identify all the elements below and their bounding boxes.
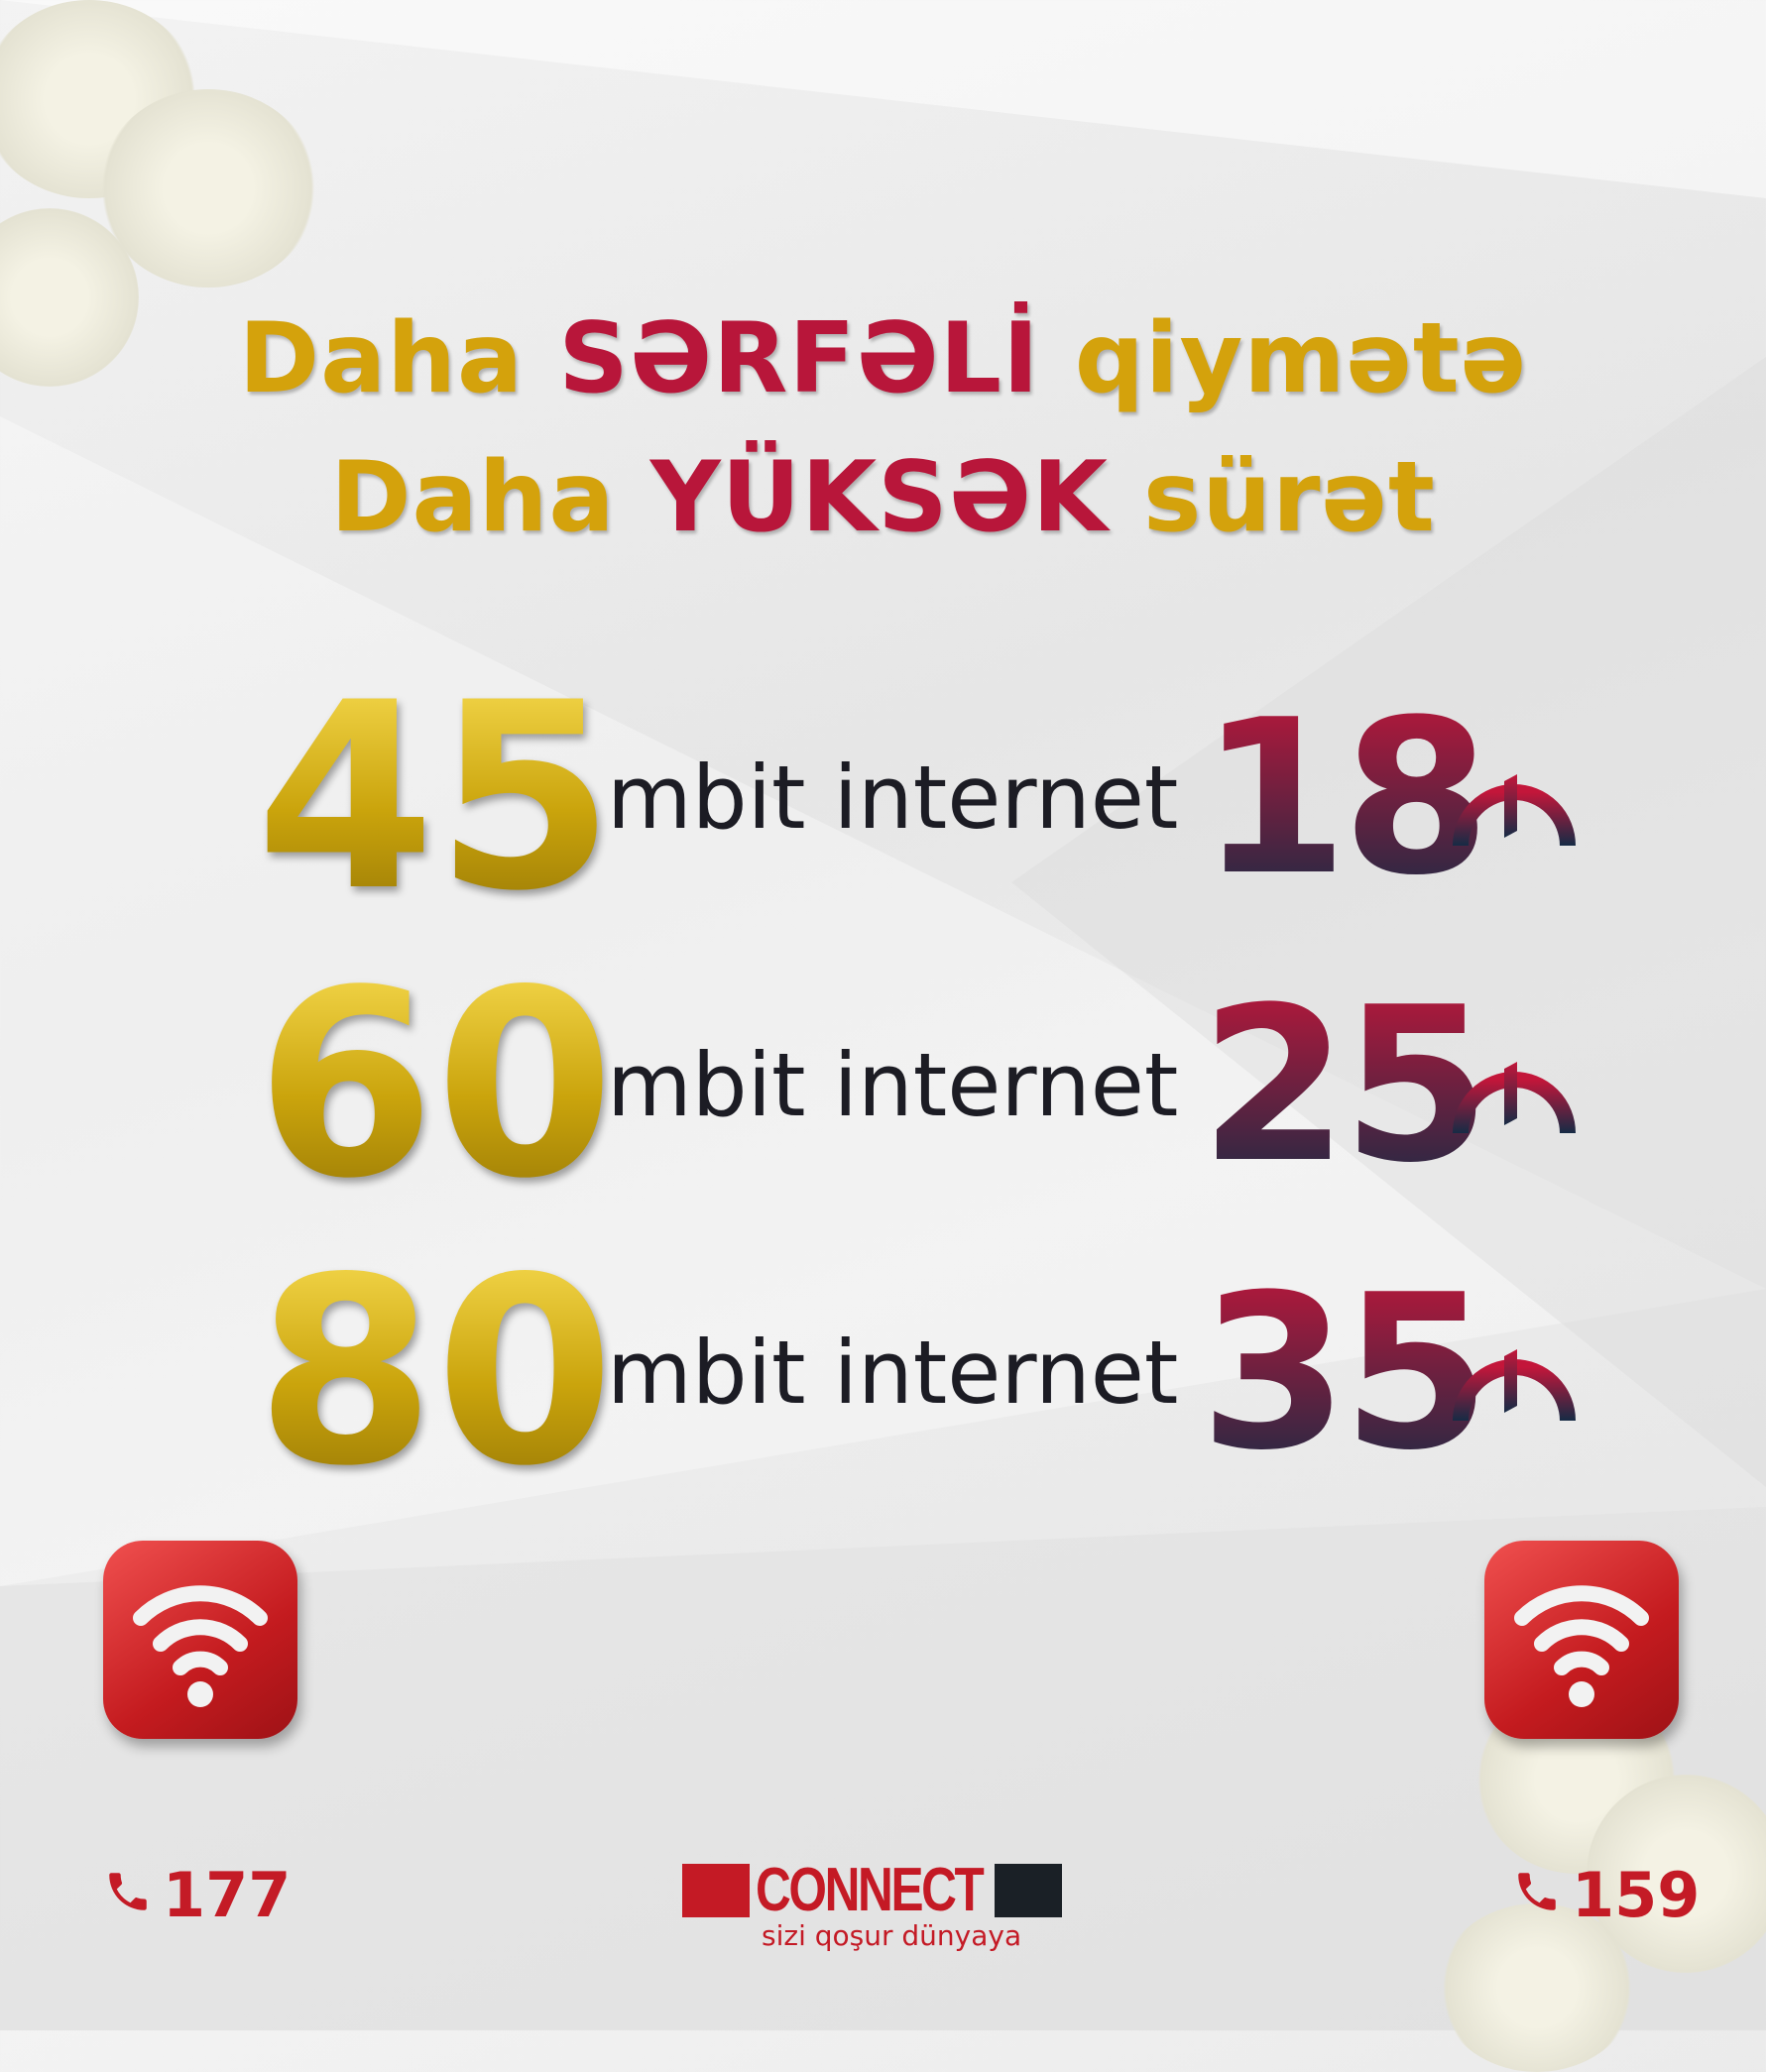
- headline-line-2: Daha YÜKSƏK sürət: [330, 441, 1436, 554]
- manat-icon: [1453, 1044, 1577, 1147]
- plan-price: 35: [1200, 1248, 1490, 1497]
- plan-speed: 60: [256, 936, 615, 1235]
- plan-row: 60 mbit internet 25: [0, 936, 1766, 1235]
- logo-tagline: sizi qoşur dünyaya: [762, 1919, 1022, 1952]
- plan-speed: 45: [256, 648, 615, 948]
- plan-row: 80 mbit internet 35: [0, 1223, 1766, 1523]
- headline-line-1: Daha SƏRFƏLİ qiymətə: [238, 302, 1528, 415]
- wifi-icon: [1484, 1541, 1679, 1739]
- phone-icon: [1512, 1859, 1562, 1931]
- logo-red-block: [682, 1864, 750, 1917]
- plan-label: mbit internet: [607, 1322, 1179, 1424]
- plan-row: 45 mbit internet 18: [0, 648, 1766, 948]
- phone-icon: [103, 1859, 153, 1931]
- connect-logo: CONNECT sizi qoşur dünyaya: [682, 1860, 1084, 1952]
- plan-label: mbit internet: [607, 1034, 1179, 1136]
- contact-right[interactable]: 159: [1512, 1859, 1700, 1931]
- manat-icon: [1453, 1331, 1577, 1435]
- logo-dark-block: [995, 1864, 1062, 1917]
- plan-label: mbit internet: [607, 747, 1179, 849]
- contact-left[interactable]: 177: [103, 1859, 291, 1931]
- wifi-icon: [103, 1541, 297, 1739]
- manat-icon: [1453, 756, 1577, 860]
- plan-price: 25: [1200, 961, 1490, 1209]
- plan-speed: 80: [256, 1223, 615, 1523]
- plan-price: 18: [1200, 673, 1490, 922]
